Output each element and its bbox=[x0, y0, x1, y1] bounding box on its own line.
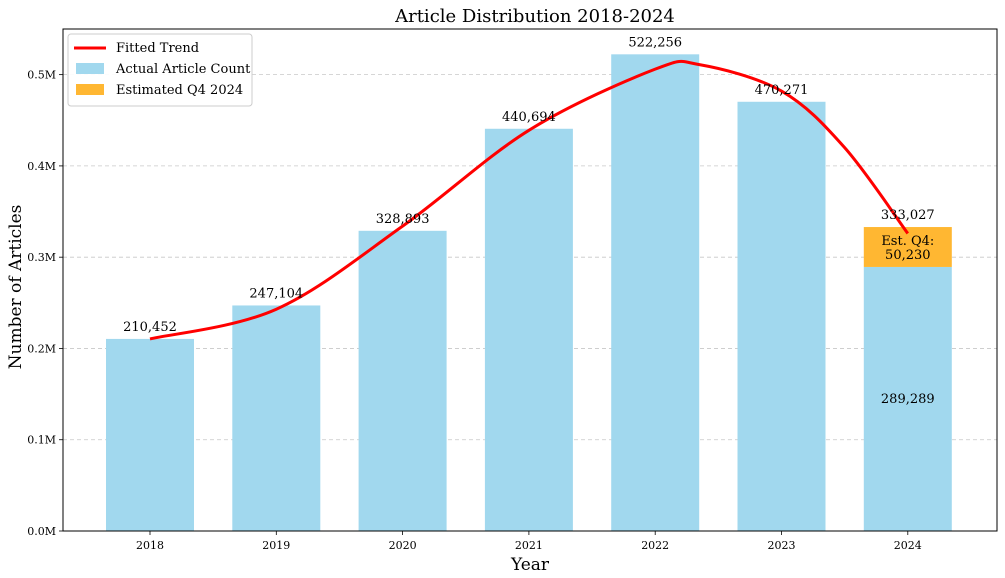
bar-estimated-2024 bbox=[863, 227, 952, 267]
data-label-2022: 522,256 bbox=[628, 35, 682, 50]
bar-2024 bbox=[863, 266, 952, 531]
bar-2021 bbox=[484, 128, 573, 531]
inner-label-actual-2024: 289,289 bbox=[881, 392, 935, 407]
x-tick-label-2022: 2022 bbox=[641, 539, 669, 552]
data-label-2020: 328,893 bbox=[376, 212, 430, 227]
bar-2023 bbox=[737, 101, 826, 531]
gridlines bbox=[63, 74, 997, 441]
chart-title: Article Distribution 2018-2024 bbox=[394, 6, 675, 27]
axes: 0.0M 0.1M 0.2M 0.3M 0.4M 0.5M 2018 2019 2020 2021… bbox=[27, 28, 998, 552]
y-tick-label: 0.4M bbox=[27, 160, 56, 173]
legend-swatch bbox=[76, 84, 104, 95]
legend-label: Estimated Q4 2024 bbox=[116, 83, 243, 98]
plot-frame bbox=[62, 28, 998, 532]
y-tick-label: 0.0M bbox=[27, 525, 56, 538]
x-tick-label-2019: 2019 bbox=[262, 539, 290, 552]
x-tick-label-2024: 2024 bbox=[894, 539, 922, 552]
x-axis-label: Year bbox=[510, 555, 550, 575]
y-tick-label: 0.2M bbox=[27, 342, 56, 355]
data-label-2023: 470,271 bbox=[755, 83, 809, 98]
x-tick-label-2020: 2020 bbox=[389, 539, 417, 552]
legend-label: Fitted Trend bbox=[116, 41, 199, 56]
bar-2018 bbox=[106, 338, 194, 531]
y-tick-label: 0.3M bbox=[27, 251, 56, 264]
bar-2019 bbox=[232, 305, 321, 531]
data-label-2019: 247,104 bbox=[249, 286, 303, 301]
bars bbox=[106, 54, 952, 532]
x-tick-label-2021: 2021 bbox=[515, 539, 543, 552]
trend-line-layer bbox=[149, 59, 910, 341]
data-label-2024: 333,027 bbox=[881, 208, 935, 223]
x-tick-label-2018: 2018 bbox=[136, 539, 164, 552]
legend-label: Actual Article Count bbox=[115, 62, 251, 77]
legend: Fitted Trend Actual Article Count Estimate… bbox=[67, 33, 253, 107]
bar-2020 bbox=[358, 230, 447, 531]
data-labels: 210,452 247,104 328,893 440,694 522,256 470,2… bbox=[123, 35, 935, 407]
y-tick-label: 0.5M bbox=[27, 69, 56, 82]
y-tick-label: 0.1M bbox=[27, 434, 56, 447]
legend-box bbox=[67, 33, 253, 107]
data-label-2021: 440,694 bbox=[502, 110, 556, 125]
inner-label-estimate-value: 50,230 bbox=[885, 248, 931, 263]
legend-swatch bbox=[76, 63, 104, 74]
fitted-trend-line bbox=[149, 59, 910, 341]
bar-2022 bbox=[611, 54, 700, 532]
inner-label-estimate-title: Est. Q4: bbox=[881, 234, 934, 249]
data-label-2018: 210,452 bbox=[123, 320, 177, 335]
y-axis-label: Number of Articles bbox=[6, 205, 26, 370]
x-tick-label-2023: 2023 bbox=[768, 539, 796, 552]
